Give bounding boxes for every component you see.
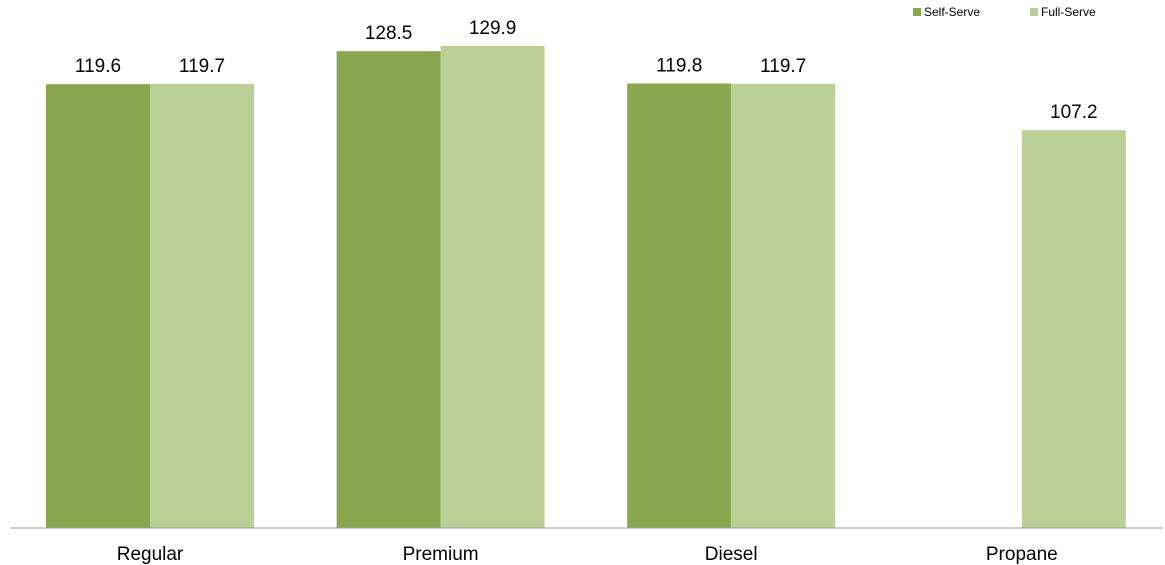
category-label-premium: Premium (403, 544, 479, 565)
category-label-diesel: Diesel (705, 544, 758, 565)
value-label-premium-self-serve: 128.5 (365, 23, 413, 44)
bar-regular-self-serve (46, 84, 150, 528)
legend-item-full-serve: Full-Serve (1030, 5, 1096, 19)
bar-premium-full-serve (440, 46, 545, 528)
bar-diesel-full-serve (731, 83, 836, 529)
bar-diesel-self-serve (627, 83, 732, 529)
legend-label-self-serve: Self-Serve (924, 5, 980, 19)
value-label-premium-full-serve: 129.9 (469, 18, 517, 39)
value-labels-group: 119.6 119.7 128.5 129.9 119.8 119.7 107.2 (75, 18, 1098, 123)
category-label-regular: Regular (117, 544, 184, 565)
legend: Self-Serve Full-Serve (913, 5, 1096, 19)
value-label-regular-full-serve: 119.7 (179, 56, 225, 77)
bar-premium-self-serve (336, 51, 441, 529)
category-labels-group: Regular Premium Diesel Propane (117, 544, 1058, 565)
bars-group (46, 46, 1126, 529)
value-label-propane-full-serve: 107.2 (1050, 102, 1098, 123)
legend-swatch-full-serve (1030, 8, 1038, 16)
value-label-diesel-self-serve: 119.8 (656, 55, 702, 76)
bar-propane-full-serve (1021, 130, 1126, 528)
value-label-regular-self-serve: 119.6 (75, 56, 121, 77)
value-label-diesel-full-serve: 119.7 (760, 56, 806, 77)
bar-regular-full-serve (150, 83, 254, 529)
legend-label-full-serve: Full-Serve (1041, 5, 1096, 19)
category-label-propane: Propane (986, 544, 1058, 565)
legend-item-self-serve: Self-Serve (913, 5, 980, 19)
legend-swatch-self-serve (913, 8, 921, 16)
